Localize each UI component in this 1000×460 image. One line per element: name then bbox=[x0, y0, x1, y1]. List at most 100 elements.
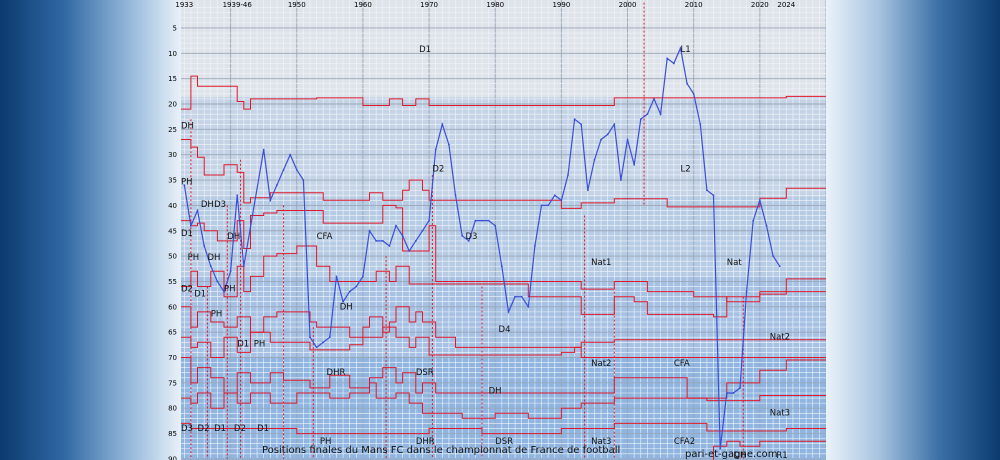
x-tick-label: 1990 bbox=[552, 1, 570, 9]
data-point bbox=[487, 219, 490, 222]
data-point bbox=[706, 189, 708, 192]
y-tick-label: 80 bbox=[168, 405, 177, 413]
data-point bbox=[514, 295, 516, 298]
division-boundary-line bbox=[713, 440, 826, 460]
data-point bbox=[196, 209, 199, 212]
division-label: D2 bbox=[432, 164, 444, 174]
y-tick-label: 20 bbox=[168, 101, 177, 109]
division-label: D1 bbox=[237, 339, 249, 349]
x-tick-label: 1950 bbox=[288, 1, 306, 9]
data-point bbox=[342, 300, 344, 303]
data-point bbox=[229, 270, 232, 273]
data-point bbox=[586, 189, 589, 192]
y-tick-label: 15 bbox=[168, 75, 177, 83]
data-point bbox=[223, 290, 225, 293]
data-point bbox=[262, 148, 265, 151]
division-label: Nat3 bbox=[770, 408, 790, 418]
data-point bbox=[348, 290, 351, 293]
division-label: Nat2 bbox=[770, 333, 790, 343]
x-tick-label: 1960 bbox=[354, 1, 372, 9]
data-point bbox=[659, 113, 662, 116]
data-point bbox=[606, 133, 609, 136]
data-point bbox=[534, 245, 536, 247]
division-boundary-line bbox=[181, 75, 826, 110]
data-point bbox=[216, 280, 219, 283]
data-point bbox=[778, 265, 781, 268]
division-label: DH bbox=[207, 253, 220, 263]
data-point bbox=[573, 118, 576, 121]
division-label: DH bbox=[489, 386, 502, 396]
data-point bbox=[335, 275, 338, 278]
y-tick-label: 85 bbox=[168, 430, 177, 438]
data-point bbox=[547, 204, 550, 207]
data-point bbox=[428, 219, 430, 222]
division-label: L1 bbox=[680, 45, 690, 55]
division-label: D2 bbox=[181, 285, 193, 295]
data-point bbox=[772, 255, 774, 257]
x-axis-ticks: 1933 1939-46 1950 1960 1970 1980 1990 2000 2010 2… bbox=[175, 1, 795, 9]
data-point bbox=[295, 169, 298, 171]
x-tick-label: 2024 bbox=[777, 1, 795, 9]
division-label: DH bbox=[181, 121, 194, 131]
y-tick-label: 65 bbox=[168, 329, 177, 337]
data-point bbox=[613, 123, 616, 126]
data-point bbox=[653, 98, 655, 100]
data-point bbox=[355, 285, 358, 288]
division-label: D2 bbox=[234, 424, 246, 434]
data-point bbox=[553, 194, 556, 197]
y-tick-label: 25 bbox=[168, 126, 177, 134]
y-tick-label: 5 bbox=[173, 24, 177, 32]
division-label: D4 bbox=[499, 325, 511, 335]
x-tick-label: 1933 bbox=[175, 1, 193, 9]
y-tick-label: 10 bbox=[168, 50, 177, 58]
division-label: Nat3 bbox=[591, 437, 611, 447]
data-point bbox=[302, 179, 305, 181]
data-point bbox=[454, 194, 457, 197]
data-point bbox=[540, 204, 543, 207]
data-point bbox=[752, 219, 755, 222]
x-tick-label: 1980 bbox=[486, 1, 504, 9]
y-tick-label: 30 bbox=[168, 151, 177, 159]
division-boundary-line bbox=[181, 382, 826, 419]
data-point bbox=[448, 143, 450, 146]
division-label: D3 bbox=[465, 232, 477, 242]
y-tick-label: 35 bbox=[168, 177, 177, 185]
data-point bbox=[732, 392, 735, 394]
data-point bbox=[593, 158, 596, 161]
data-point bbox=[626, 138, 629, 141]
data-point bbox=[474, 219, 477, 222]
y-tick-label: 50 bbox=[168, 253, 177, 261]
data-point bbox=[765, 224, 768, 227]
data-point bbox=[362, 275, 364, 278]
division-label: D1 bbox=[181, 229, 193, 239]
division-label: R1 bbox=[776, 451, 787, 460]
data-point bbox=[322, 341, 325, 344]
division-label: PH bbox=[181, 178, 193, 188]
division-label: Nat2 bbox=[591, 359, 611, 369]
division-label: Nat1 bbox=[591, 258, 611, 268]
division-label: L2 bbox=[680, 164, 690, 174]
data-point bbox=[289, 153, 292, 156]
data-point bbox=[560, 199, 563, 202]
data-point bbox=[699, 123, 702, 126]
y-tick-label: 90 bbox=[168, 455, 177, 460]
data-point bbox=[639, 118, 642, 121]
data-point bbox=[725, 392, 728, 394]
x-tick-label: 2010 bbox=[685, 1, 703, 9]
data-point bbox=[739, 387, 741, 389]
y-tick-label: 45 bbox=[168, 227, 177, 235]
data-point bbox=[745, 290, 748, 293]
era-guide-lines bbox=[190, 2, 744, 459]
division-label: D1 bbox=[194, 290, 206, 300]
division-label: DH bbox=[227, 232, 240, 242]
division-label: PH bbox=[224, 285, 236, 295]
data-point bbox=[269, 199, 272, 202]
division-label: D3 bbox=[214, 200, 226, 210]
division-boundary-line bbox=[181, 139, 826, 209]
data-point bbox=[434, 148, 437, 151]
division-boundary-line bbox=[181, 326, 826, 358]
division-label: DHR bbox=[327, 368, 346, 378]
chart-title: Positions finales du Mans FC dans le cha… bbox=[262, 445, 620, 456]
